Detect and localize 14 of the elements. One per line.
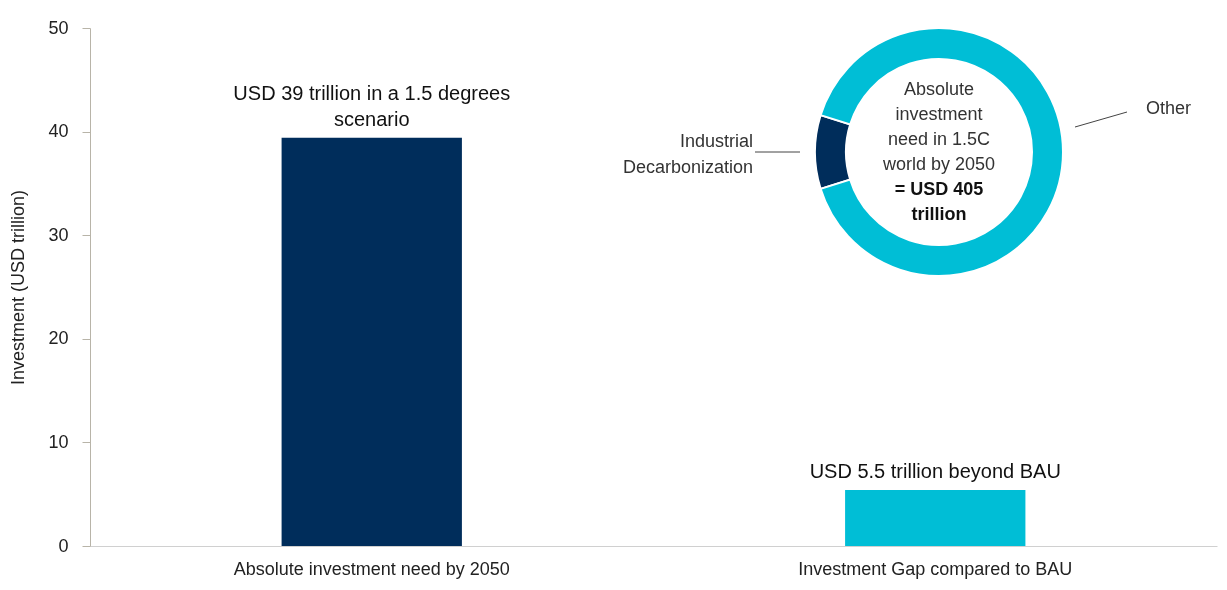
x-tick-label: Absolute investment need by 2050 xyxy=(233,558,510,579)
y-tick-label: 10 xyxy=(48,431,69,452)
y-tick-label: 40 xyxy=(48,121,69,142)
data-label: USD 5.5 trillion beyond BAU xyxy=(809,460,1061,483)
data-label: USD 39 trillion in a 1.5 degrees scenario xyxy=(233,81,511,130)
slice-label: Industrial Decarbonization xyxy=(622,131,753,177)
y-tick-label: 0 xyxy=(58,535,69,556)
y-axis-title: Investment (USD trillion) xyxy=(8,189,29,386)
y-tick-label: 30 xyxy=(48,224,69,245)
annotation: Absolute investment need in 1.5C world by 2050 = USD 405 trillion xyxy=(881,78,996,224)
y-tick-label: 50 xyxy=(48,17,69,38)
y-tick-label: 20 xyxy=(48,328,69,349)
slice-label: Other xyxy=(1146,98,1192,118)
x-tick-label: Investment Gap compared to BAU xyxy=(798,558,1073,579)
